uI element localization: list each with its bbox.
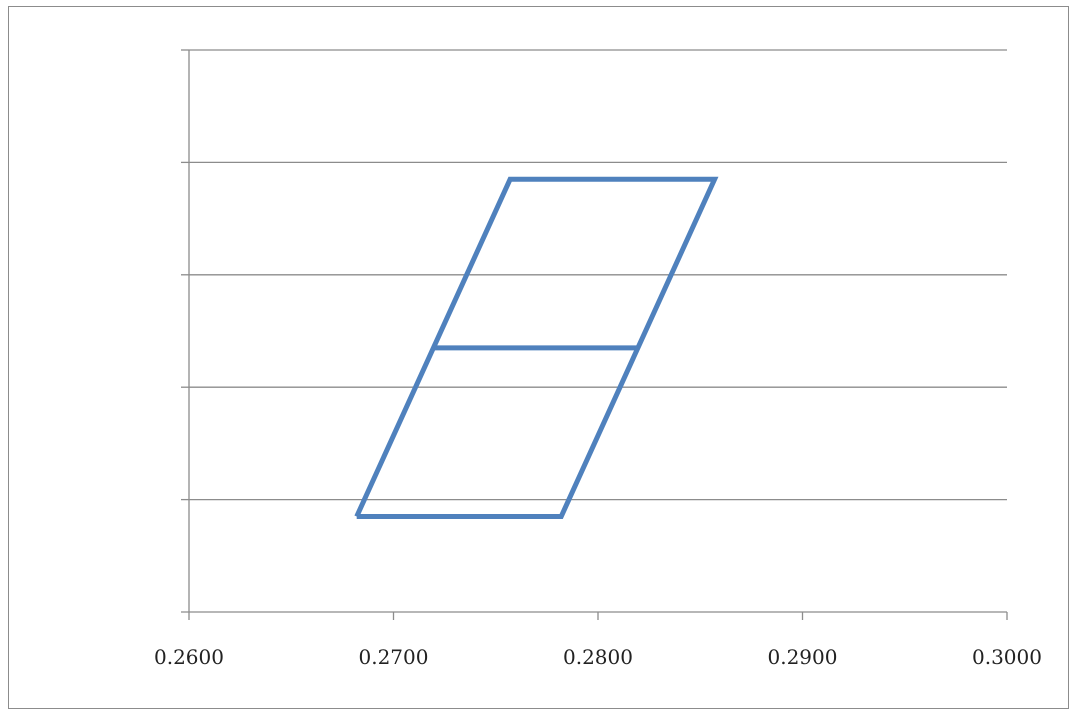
series-line-1 [354, 176, 719, 519]
x-tick-label-1: 0.2600 [154, 645, 224, 669]
x-tick-label-5: 0.3000 [972, 645, 1042, 669]
x-tick-label-4: 0.2900 [768, 645, 838, 669]
x-tick-label-2: 0.2700 [359, 645, 429, 669]
gridlines [189, 49, 1007, 501]
axes [181, 49, 1008, 620]
x-tick-label-3: 0.2800 [563, 645, 633, 669]
x-tick-labels: 0.2600 0.2700 0.2800 0.2900 0.3000 [154, 645, 1042, 669]
series-lines [354, 176, 719, 519]
chart-frame [8, 6, 1069, 709]
